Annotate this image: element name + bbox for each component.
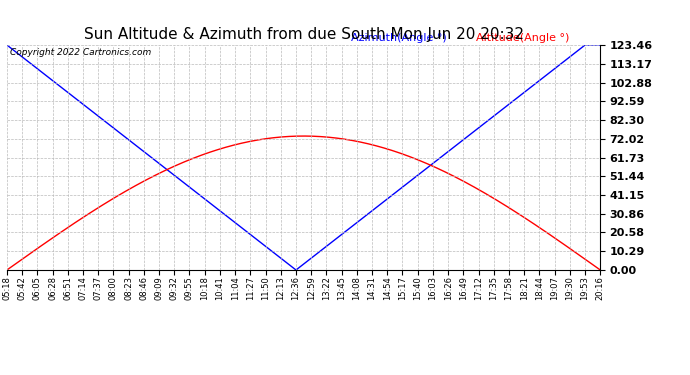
Text: Azimuth(Angle °): Azimuth(Angle °) bbox=[351, 33, 447, 43]
Text: Copyright 2022 Cartronics.com: Copyright 2022 Cartronics.com bbox=[10, 48, 151, 57]
Text: Altitude(Angle °): Altitude(Angle °) bbox=[475, 33, 569, 43]
Title: Sun Altitude & Azimuth from due South Mon Jun 20 20:32: Sun Altitude & Azimuth from due South Mo… bbox=[83, 27, 524, 42]
